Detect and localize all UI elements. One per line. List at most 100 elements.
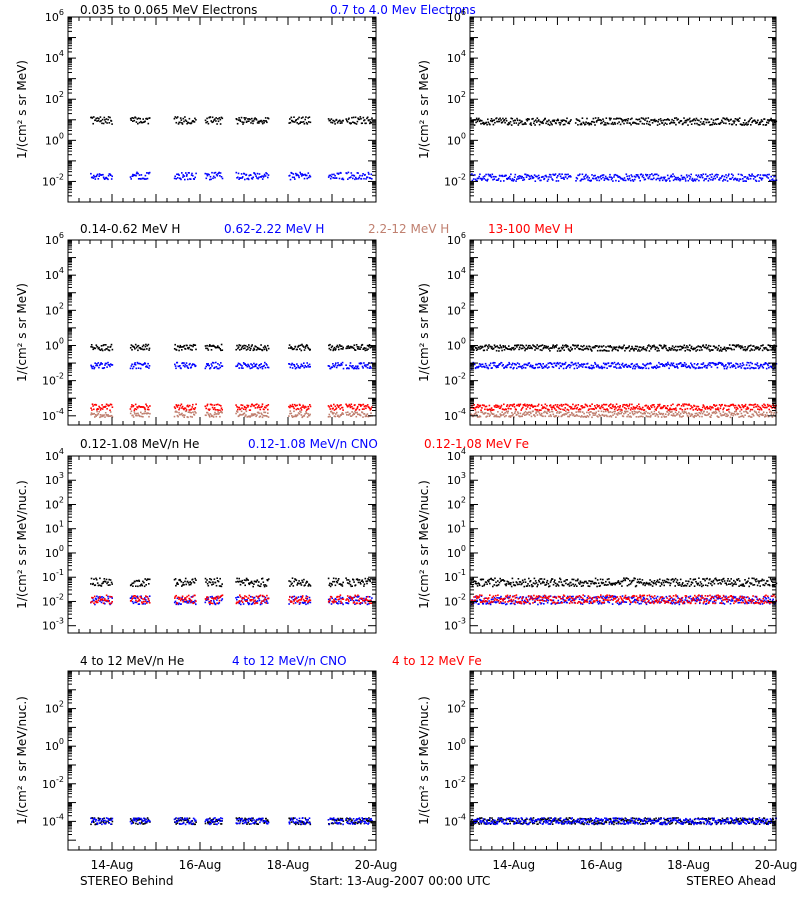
data-point xyxy=(505,365,507,367)
data-point xyxy=(629,366,632,368)
data-point xyxy=(715,363,718,366)
data-point xyxy=(744,349,747,352)
data-point xyxy=(335,118,338,121)
data-point xyxy=(574,405,576,408)
data-point xyxy=(129,117,132,120)
data-point xyxy=(757,119,759,122)
data-point xyxy=(331,173,333,176)
data-point xyxy=(212,408,215,411)
data-point xyxy=(539,120,541,123)
data-point xyxy=(588,366,590,368)
data-point xyxy=(243,412,246,414)
data-point xyxy=(513,179,515,181)
data-point xyxy=(328,365,331,367)
data-point xyxy=(765,174,767,177)
data-point xyxy=(712,179,714,181)
data-point xyxy=(558,173,561,175)
data-point xyxy=(548,124,551,126)
data-point xyxy=(504,345,506,347)
data-point xyxy=(748,173,750,176)
data-point xyxy=(236,364,239,366)
data-point xyxy=(571,408,574,410)
data-point xyxy=(256,367,259,369)
data-point xyxy=(529,364,532,366)
data-point xyxy=(589,367,592,369)
data-point xyxy=(478,175,480,178)
data-point xyxy=(505,410,508,413)
data-point xyxy=(292,348,294,351)
data-point xyxy=(755,180,758,182)
data-point xyxy=(528,347,531,350)
data-point xyxy=(349,412,351,415)
data-point xyxy=(529,365,531,368)
data-point xyxy=(560,365,562,368)
data-point xyxy=(221,349,224,351)
data-point xyxy=(687,346,689,349)
data-point xyxy=(581,348,583,351)
data-point xyxy=(690,414,692,417)
data-point xyxy=(574,362,577,365)
data-point xyxy=(355,178,358,180)
data-point xyxy=(535,412,537,414)
data-point xyxy=(291,362,293,365)
data-point xyxy=(331,366,334,369)
data-point xyxy=(749,416,752,418)
data-point xyxy=(697,123,700,126)
data-point xyxy=(675,414,678,416)
data-point xyxy=(94,584,97,586)
data-point xyxy=(587,409,590,412)
data-point xyxy=(706,367,708,369)
data-point xyxy=(220,349,222,352)
data-point xyxy=(743,405,745,407)
data-point xyxy=(292,173,295,175)
data-point xyxy=(211,171,213,174)
data-point xyxy=(365,178,367,180)
data-point xyxy=(730,173,733,175)
data-point xyxy=(719,349,722,351)
data-point xyxy=(742,122,745,124)
data-point xyxy=(642,174,644,176)
data-point xyxy=(138,347,141,349)
data-point xyxy=(679,179,681,182)
data-point xyxy=(356,120,359,123)
data-point xyxy=(610,178,613,181)
data-point xyxy=(496,345,498,347)
data-point xyxy=(700,174,702,176)
data-point xyxy=(667,361,669,364)
data-point xyxy=(489,410,492,413)
data-point xyxy=(550,415,552,418)
data-point xyxy=(639,415,641,418)
data-point xyxy=(259,364,261,366)
data-point xyxy=(613,176,615,178)
data-point xyxy=(607,362,610,364)
data-point xyxy=(766,363,769,365)
data-point xyxy=(604,177,606,180)
data-point xyxy=(759,365,762,367)
data-point xyxy=(176,583,178,585)
data-point xyxy=(552,173,554,176)
data-point xyxy=(139,347,142,349)
data-point xyxy=(670,349,672,351)
data-point xyxy=(96,410,98,413)
data-point xyxy=(636,405,638,407)
data-point xyxy=(346,414,348,416)
data-point xyxy=(97,347,100,350)
data-point xyxy=(267,176,269,179)
data-point xyxy=(684,350,686,352)
data-point xyxy=(139,415,141,418)
data-point xyxy=(590,179,592,182)
data-point xyxy=(107,174,110,177)
data-point xyxy=(260,176,262,178)
data-point xyxy=(635,406,638,409)
data-point xyxy=(515,344,518,347)
data-point xyxy=(773,175,775,178)
data-point xyxy=(498,347,501,349)
data-point xyxy=(764,416,766,418)
data-point xyxy=(720,346,722,349)
data-point xyxy=(238,414,240,417)
data-point xyxy=(579,123,582,126)
data-point xyxy=(513,122,515,124)
data-point xyxy=(553,345,556,348)
data-point xyxy=(633,364,636,367)
data-point xyxy=(619,366,621,368)
